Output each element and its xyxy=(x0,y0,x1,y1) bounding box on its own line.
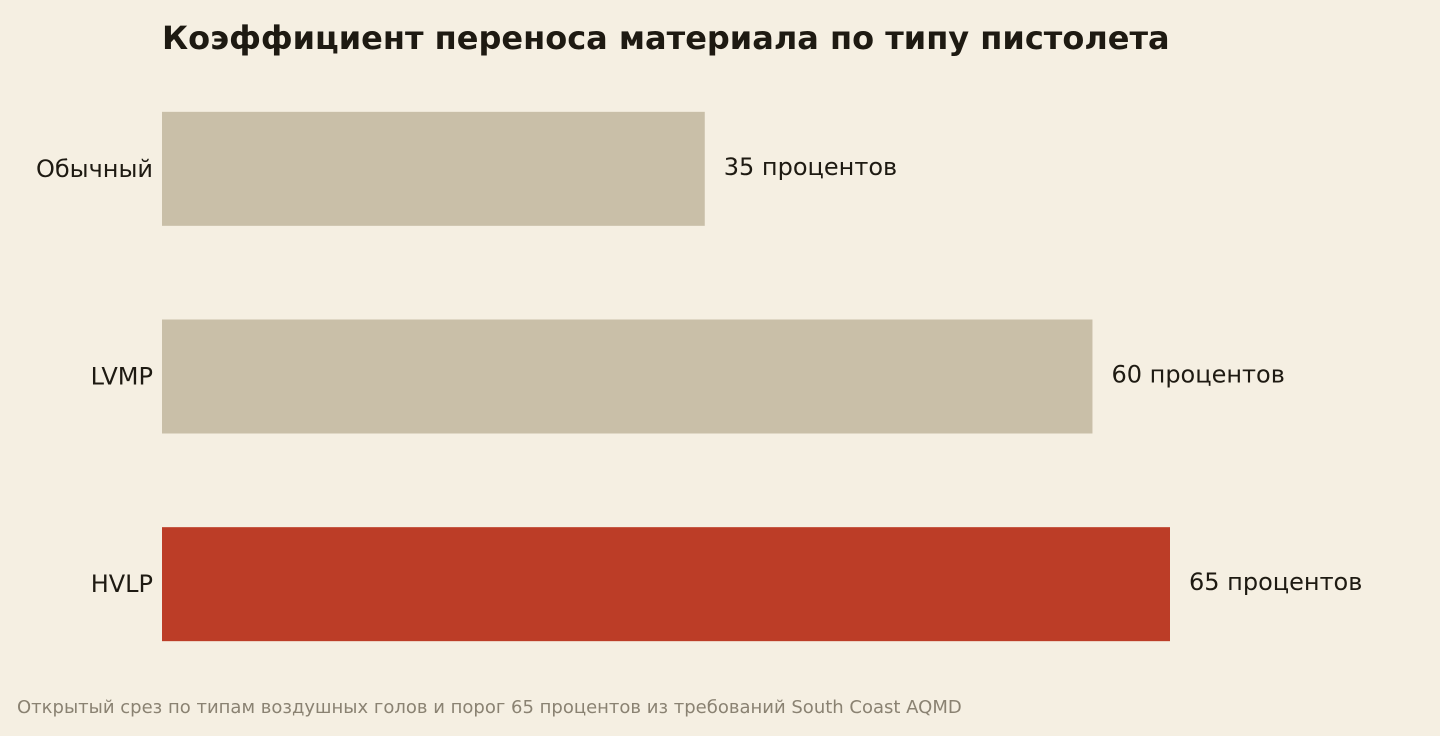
value-label: 65 процентов xyxy=(1189,568,1362,596)
bar xyxy=(162,527,1170,642)
chart-title: Коэффициент переноса материала по типу п… xyxy=(162,19,1170,57)
y-tick-label: Обычный xyxy=(36,155,153,183)
value-label: 35 процентов xyxy=(724,153,897,181)
y-tick-label: HVLP xyxy=(91,570,153,598)
bar xyxy=(162,111,705,226)
y-tick-label: LVMP xyxy=(91,363,153,391)
value-label: 60 процентов xyxy=(1111,361,1284,389)
bar xyxy=(162,319,1093,434)
chart-note: Открытый срез по типам воздушных голов и… xyxy=(17,697,962,718)
